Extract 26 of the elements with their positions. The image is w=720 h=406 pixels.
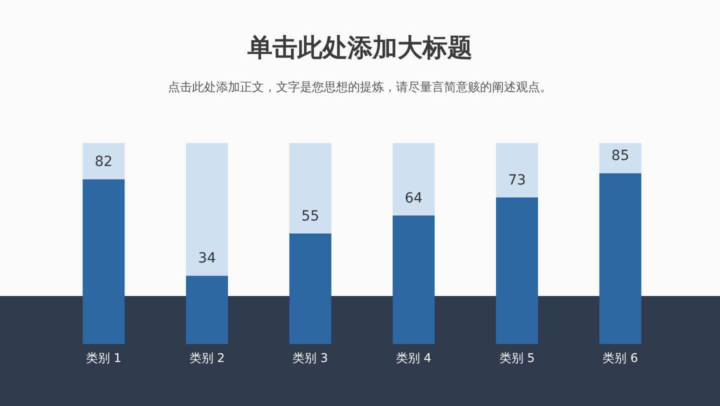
bar: [496, 197, 538, 344]
x-tick-label: 类别 5: [499, 351, 535, 365]
bar: [289, 143, 332, 234]
bar: [186, 276, 228, 344]
chart-title: 单击此处添加大标题: [246, 33, 472, 62]
bar: [392, 143, 435, 216]
data-label: 85: [611, 148, 630, 164]
data-label: 34: [198, 250, 216, 267]
bar: [82, 179, 125, 344]
data-label: 55: [301, 208, 320, 224]
x-tick-label: 类别 2: [189, 351, 225, 365]
bar: [186, 143, 228, 276]
bar: [496, 143, 538, 198]
bar: [392, 215, 435, 344]
x-tick-label: 类别 1: [86, 351, 122, 365]
bar: [599, 173, 642, 344]
bar: [82, 143, 125, 180]
bar: [289, 233, 332, 344]
data-label: 73: [508, 172, 526, 188]
chart-subtitle: 点击此处添加正文，文字是您思想的提炼，请尽量言简意赅的阐述观点。: [168, 80, 552, 94]
x-tick-label: 类别 3: [292, 351, 328, 365]
bar: [599, 143, 642, 174]
data-label: 82: [94, 154, 113, 170]
x-tick-label: 类别 6: [602, 351, 638, 365]
data-label: 64: [404, 190, 423, 206]
x-tick-label: 类别 4: [396, 351, 432, 365]
